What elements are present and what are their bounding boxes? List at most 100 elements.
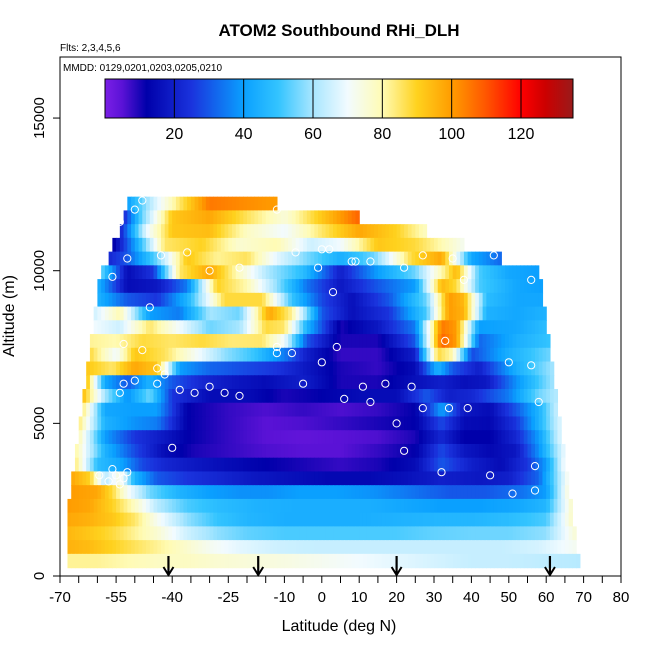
heat-cell bbox=[273, 485, 278, 500]
heat-cell bbox=[250, 457, 256, 473]
heat-cell bbox=[175, 334, 181, 349]
heat-cell bbox=[306, 498, 312, 514]
heat-cell bbox=[127, 416, 132, 431]
heat-cell bbox=[116, 292, 121, 308]
heat-cell bbox=[310, 540, 315, 555]
heat-cell bbox=[419, 443, 424, 459]
heat-cell bbox=[523, 485, 529, 500]
heat-cell bbox=[482, 375, 487, 390]
flight-marker bbox=[463, 404, 472, 413]
heat-cell bbox=[280, 485, 285, 500]
heat-cell bbox=[333, 279, 338, 294]
heat-cell bbox=[460, 498, 465, 514]
heat-cell bbox=[508, 416, 514, 431]
heat-cell bbox=[224, 292, 229, 308]
heat-cell bbox=[325, 540, 330, 555]
heat-cell bbox=[194, 443, 199, 459]
heat-cell bbox=[531, 347, 536, 363]
heat-cell bbox=[202, 265, 207, 280]
heat-cell bbox=[389, 361, 394, 376]
heat-cell bbox=[213, 402, 218, 418]
heat-cell bbox=[463, 485, 469, 500]
heat-cell bbox=[299, 265, 304, 280]
heat-cell bbox=[392, 361, 398, 376]
heat-cell bbox=[168, 347, 173, 363]
heat-cell bbox=[280, 265, 285, 280]
heat-cell bbox=[112, 292, 117, 308]
heat-cell bbox=[310, 347, 315, 363]
heat-cell bbox=[153, 389, 158, 404]
heat-cell bbox=[284, 210, 289, 225]
heat-cell bbox=[149, 512, 155, 527]
heat-cell bbox=[501, 389, 506, 404]
heat-cell bbox=[202, 553, 207, 569]
heat-cell bbox=[280, 334, 285, 349]
heat-cell bbox=[104, 553, 110, 569]
heat-cell bbox=[561, 512, 566, 527]
heat-cell bbox=[538, 471, 544, 486]
heat-cell bbox=[374, 306, 379, 321]
heat-cell bbox=[344, 279, 349, 294]
heat-cell bbox=[490, 553, 495, 569]
heat-cell bbox=[534, 416, 540, 431]
heat-cell bbox=[149, 485, 155, 500]
heat-cell bbox=[273, 196, 278, 212]
heat-cell bbox=[538, 485, 544, 500]
heat-cell bbox=[164, 402, 170, 418]
heat-cell bbox=[396, 526, 401, 541]
heat-cell bbox=[426, 540, 431, 555]
heat-cell bbox=[187, 237, 192, 253]
heat-cell bbox=[142, 471, 147, 486]
heat-cell bbox=[160, 512, 166, 527]
heat-cell bbox=[448, 375, 454, 390]
heat-cell bbox=[149, 553, 155, 569]
heat-cell bbox=[164, 526, 170, 541]
heat-cell bbox=[153, 526, 158, 541]
heat-cell bbox=[478, 430, 484, 445]
heat-cell bbox=[441, 416, 446, 431]
heat-cell bbox=[471, 498, 476, 514]
heat-cell bbox=[553, 526, 559, 541]
heat-cell bbox=[523, 279, 529, 294]
heat-cell bbox=[411, 485, 416, 500]
heat-cell bbox=[426, 402, 431, 418]
heat-cell bbox=[291, 443, 297, 459]
heat-cell bbox=[422, 430, 428, 445]
heat-cell bbox=[258, 210, 263, 225]
heat-cell bbox=[523, 320, 529, 335]
heat-cell bbox=[505, 320, 510, 335]
heat-cell bbox=[370, 471, 375, 486]
heat-cell bbox=[269, 471, 274, 486]
heat-cell bbox=[344, 512, 349, 527]
heat-cell bbox=[202, 512, 207, 527]
heat-cell bbox=[325, 553, 330, 569]
heat-cell bbox=[448, 457, 454, 473]
heat-cell bbox=[168, 485, 173, 500]
heat-cell bbox=[362, 443, 368, 459]
heat-cell bbox=[549, 485, 555, 500]
heat-cell bbox=[475, 389, 480, 404]
heat-cell bbox=[389, 526, 394, 541]
heat-cell bbox=[422, 237, 428, 253]
heat-cell bbox=[288, 265, 293, 280]
heat-cell bbox=[101, 334, 106, 349]
heat-cell bbox=[314, 279, 319, 294]
heat-cell bbox=[553, 498, 559, 514]
heat-cell bbox=[310, 526, 315, 541]
heat-cell bbox=[441, 279, 446, 294]
heat-cell bbox=[224, 498, 229, 514]
heat-cell bbox=[276, 361, 282, 376]
heat-cell bbox=[127, 224, 132, 239]
heat-cell bbox=[247, 540, 252, 555]
heat-cell bbox=[534, 306, 540, 321]
heat-cell bbox=[366, 279, 372, 294]
heat-cell bbox=[321, 402, 327, 418]
heat-cell bbox=[239, 498, 244, 514]
heat-cell bbox=[190, 471, 196, 486]
heat-cell bbox=[419, 361, 424, 376]
heat-cell bbox=[336, 237, 342, 253]
heat-cell bbox=[542, 416, 547, 431]
heat-cell bbox=[377, 389, 383, 404]
heat-cell bbox=[437, 265, 443, 280]
heat-cell bbox=[501, 279, 506, 294]
